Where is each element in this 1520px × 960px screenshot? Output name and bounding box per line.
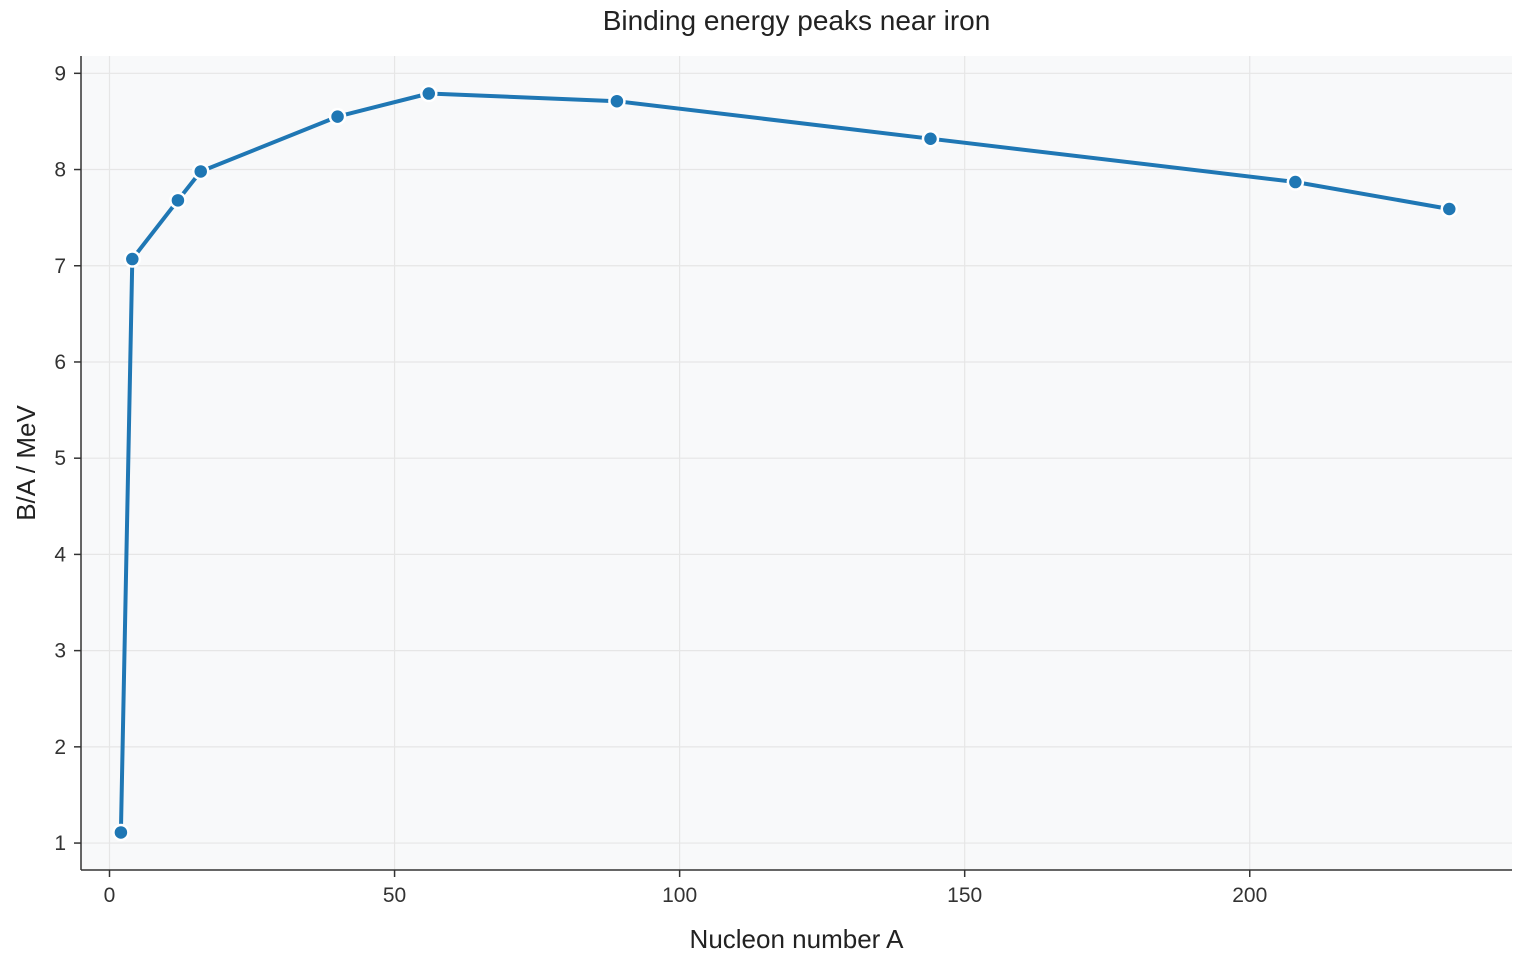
data-point (191, 162, 210, 181)
x-axis-label: Nucleon number A (690, 924, 905, 954)
data-point (921, 129, 940, 148)
data-point (169, 191, 187, 210)
y-tick-label: 4 (54, 543, 66, 566)
data-point (420, 84, 438, 103)
y-tick-label: 3 (54, 640, 66, 663)
data-point (328, 107, 347, 126)
data-point (608, 92, 626, 110)
x-tick-label: 200 (1232, 884, 1267, 907)
y-tick-label: 1 (54, 832, 66, 855)
y-tick-label: 5 (54, 447, 66, 470)
y-tick-label: 8 (54, 159, 66, 182)
x-tick-label: 100 (662, 884, 697, 907)
x-tick-label: 50 (383, 884, 406, 907)
y-axis-label: B/A / MeV (11, 405, 41, 521)
series-line (118, 91, 1452, 835)
y-tick-label: 9 (54, 62, 66, 85)
series-layer (112, 84, 1459, 842)
x-tick-label: 150 (947, 884, 982, 907)
y-tick-label: 7 (54, 255, 66, 278)
y-tick-label: 2 (54, 736, 66, 759)
data-point (112, 823, 130, 842)
chart-title: Binding energy peaks near iron (603, 5, 991, 36)
data-point (1286, 173, 1305, 191)
data-point (1440, 200, 1459, 218)
x-tick-label: 0 (104, 884, 116, 907)
data-point (123, 250, 142, 268)
plot-area (81, 56, 1512, 870)
axes: 0 50 100 150 200 1 2 3 4 5 6 7 8 9 (54, 56, 1512, 907)
grid (81, 56, 1512, 870)
y-tick-label: 6 (54, 351, 66, 374)
